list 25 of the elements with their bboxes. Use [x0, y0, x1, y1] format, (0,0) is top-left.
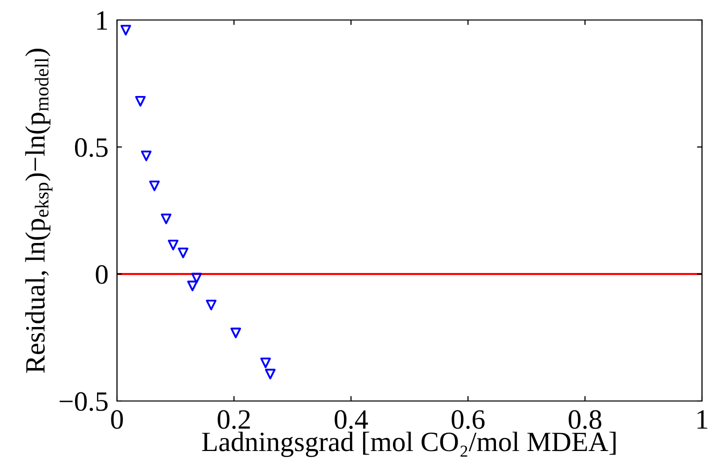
y-tick-label: 1	[97, 11, 107, 30]
y-tick-label: 0.5	[75, 138, 108, 158]
x-axis-title: Ladningsgrad [mol CO₂/mol MDEA]	[202, 432, 616, 458]
y-axis-title: Residual, ln(p$_{eksp}$)−ln(p$_{modell}$)	[25, 48, 52, 373]
x-tick-label: 0	[111, 410, 123, 429]
point	[264, 368, 276, 380]
y-tick-label: 0	[96, 265, 108, 284]
point	[120, 24, 132, 36]
point	[140, 150, 152, 162]
point	[230, 328, 242, 338]
x-tick-label: 0.4	[334, 410, 368, 430]
y-tick-label: −0.5	[60, 392, 108, 412]
point	[187, 280, 198, 292]
point	[206, 300, 216, 310]
x-tick-label: 0.2	[218, 410, 250, 430]
x-tick-label: 0.8	[568, 410, 602, 430]
point	[135, 96, 146, 107]
point	[149, 180, 160, 192]
point	[160, 214, 172, 224]
x-tick-label: 1	[698, 410, 708, 429]
point	[260, 358, 271, 368]
x-tick-label: 0.6	[452, 410, 485, 430]
point	[168, 240, 178, 250]
point	[178, 248, 188, 258]
point	[191, 272, 202, 284]
